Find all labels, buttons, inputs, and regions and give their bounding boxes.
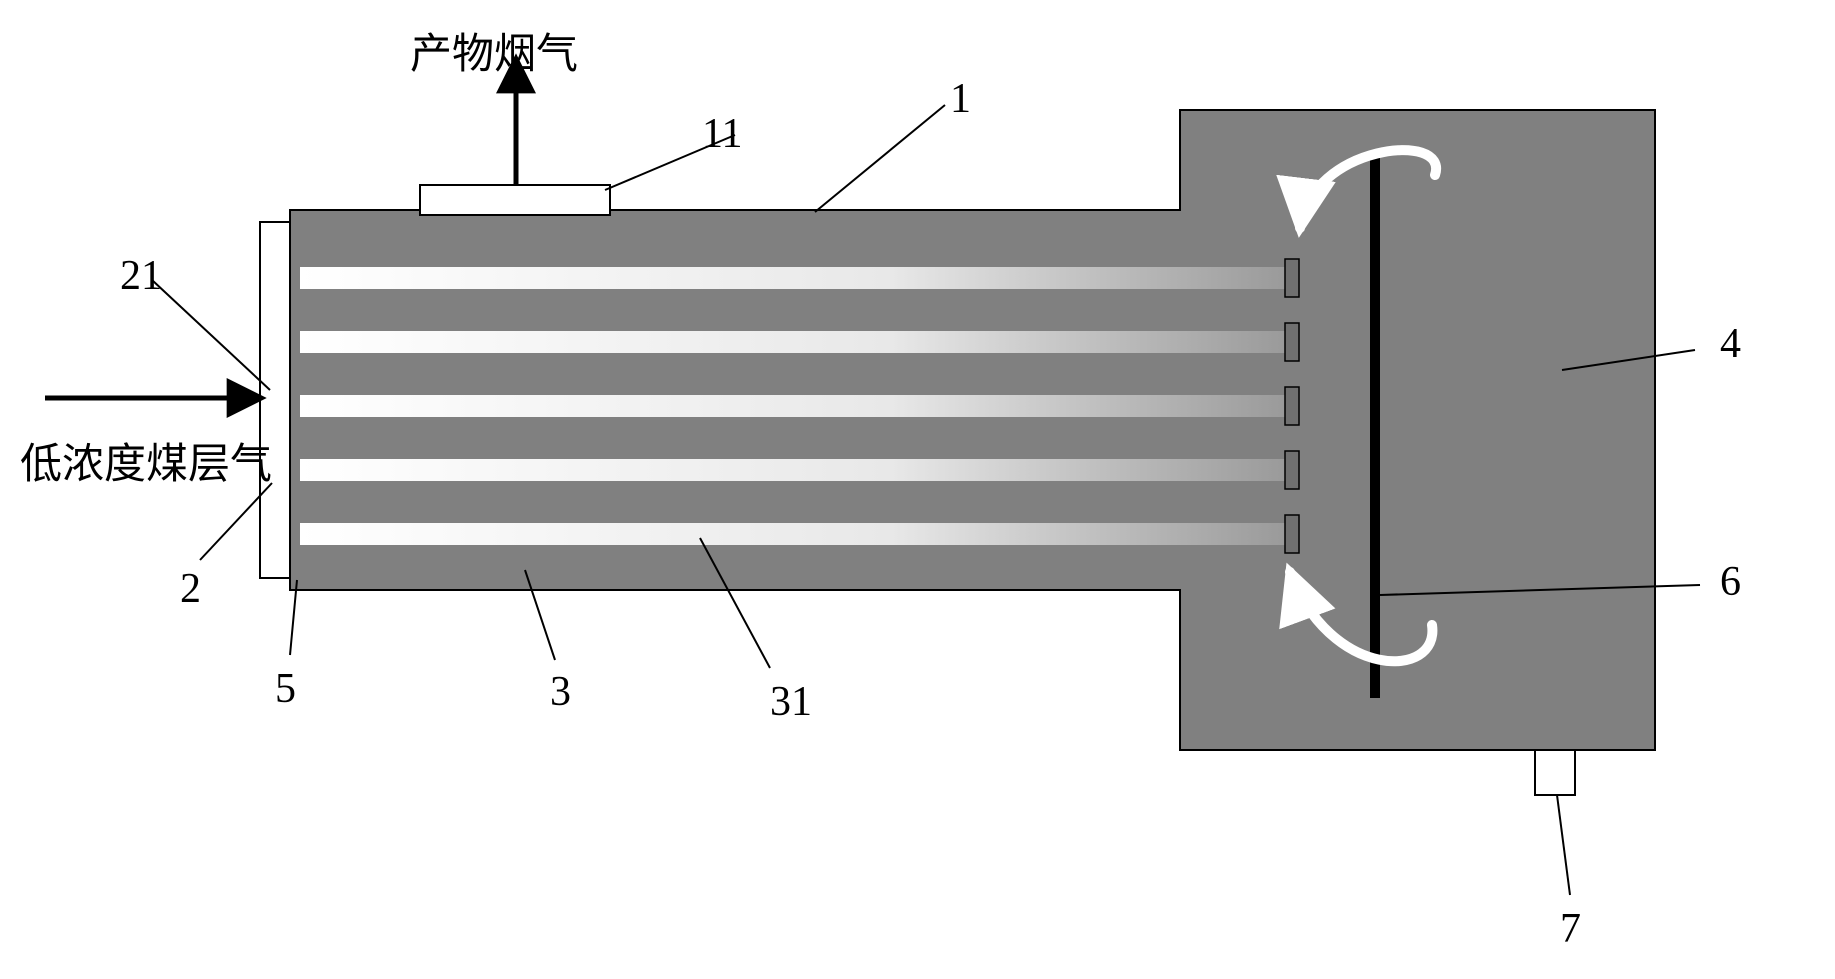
inlet-distributor (260, 222, 290, 578)
baffle (1370, 158, 1380, 698)
callout-5-label: 5 (275, 665, 296, 713)
tube-2 (300, 331, 1285, 353)
callout-11-label: 11 (702, 110, 742, 158)
reactor-diagram (0, 0, 1835, 979)
tube-4 (300, 459, 1285, 481)
callout-3-label: 3 (550, 668, 571, 716)
tube-endcap-2 (1285, 323, 1299, 361)
tube-3 (300, 395, 1285, 417)
tube-endcap-1 (1285, 259, 1299, 297)
leader-to21 (152, 280, 270, 390)
tube-1 (300, 267, 1285, 289)
callout-31-label: 31 (770, 678, 812, 726)
drain-port (1535, 750, 1575, 795)
callout-4-label: 4 (1720, 320, 1741, 368)
tube-endcap-5 (1285, 515, 1299, 553)
tube-endcap-3 (1285, 387, 1299, 425)
leader-to1 (815, 105, 945, 212)
outlet-port (420, 185, 610, 215)
tube-5 (300, 523, 1285, 545)
inlet-label: 低浓度煤层气 (20, 430, 272, 491)
callout-21-label: 21 (120, 252, 162, 300)
callout-7-label: 7 (1560, 905, 1581, 953)
leader-to5 (290, 580, 297, 655)
leader-to7 (1557, 795, 1570, 895)
tube-endcap-4 (1285, 451, 1299, 489)
callout-1-label: 1 (950, 75, 971, 123)
callout-2-label: 2 (180, 565, 201, 613)
callout-6-label: 6 (1720, 558, 1741, 606)
outlet-label: 产物烟气 (410, 20, 578, 81)
